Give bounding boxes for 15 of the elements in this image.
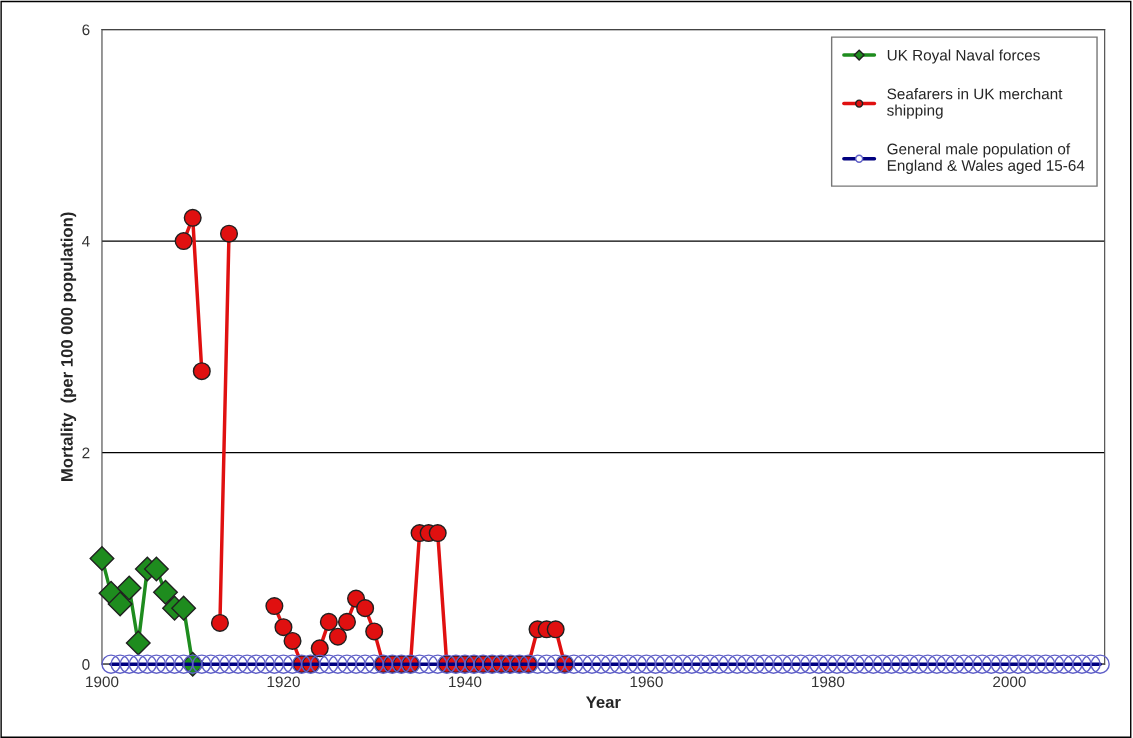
x-tick-label: 1960 xyxy=(630,676,663,688)
x-tick-label: 1980 xyxy=(812,676,845,688)
y-tick-label: 6 xyxy=(82,24,90,36)
x-tick-label: 1940 xyxy=(449,676,482,688)
x-tick-label: 2000 xyxy=(993,676,1026,688)
x-tick-label: 1920 xyxy=(267,676,300,688)
y-tick-label: 4 xyxy=(82,236,90,247)
legend-label: Seafarers in UK merchant shipping xyxy=(887,88,1063,119)
x-axis-title: Year xyxy=(585,696,621,709)
y-axis-title: Mortality (per 100 000 population) xyxy=(60,212,77,481)
legend-label: UK Royal Naval forces xyxy=(887,49,1040,64)
y-tick-label: 0 xyxy=(82,659,90,670)
x-tick-label: 1900 xyxy=(86,676,119,688)
y-tick-label: 2 xyxy=(82,447,90,459)
legend-label: General male population of England & Wales aged 15-64 xyxy=(887,143,1085,174)
